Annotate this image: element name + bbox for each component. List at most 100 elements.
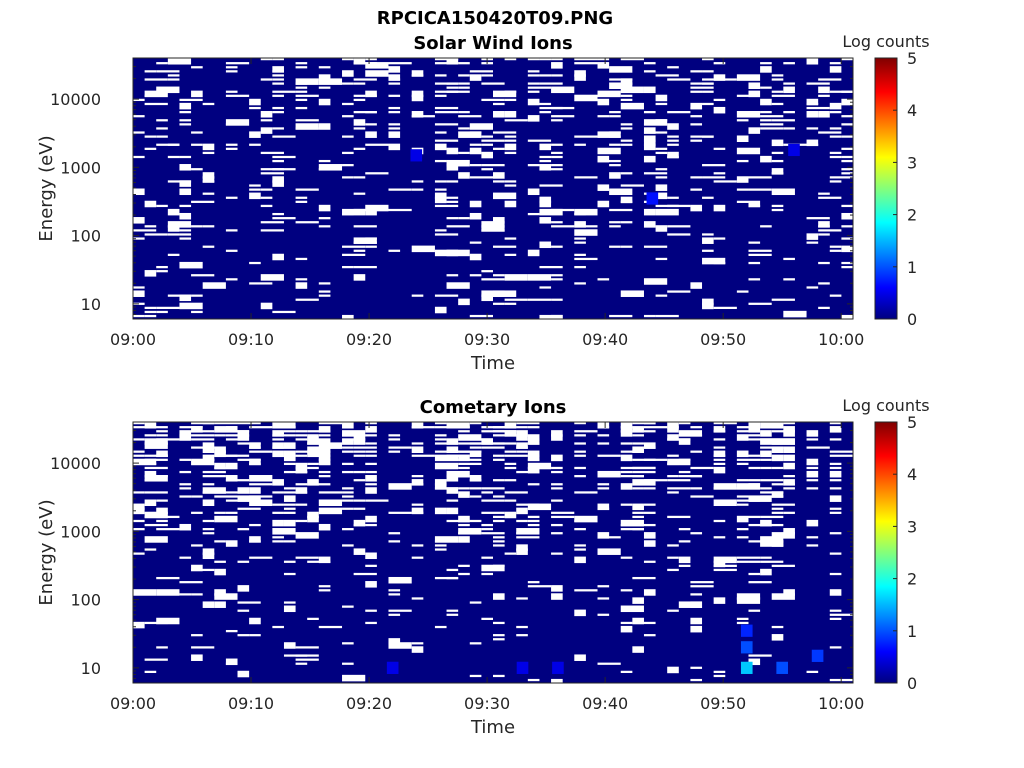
empty-bin [806,286,819,289]
empty-bin [539,241,552,249]
empty-bin [237,422,261,425]
empty-bin [260,204,273,208]
empty-bin [260,78,273,81]
empty-bin [191,90,203,98]
empty-bin [702,82,714,85]
empty-bin [760,519,772,527]
empty-bin [760,115,784,118]
plot-frame [132,421,854,684]
empty-bin [597,487,610,490]
empty-bin [237,560,250,563]
empty-bin [179,470,192,474]
empty-bin [318,450,331,453]
empty-bin [144,462,157,466]
empty-bin [516,430,528,437]
empty-bin [167,233,180,236]
empty-bin [365,426,377,433]
empty-bin [574,208,598,216]
empty-bin [609,135,621,138]
empty-bin [411,245,435,253]
empty-bin [144,442,168,449]
empty-bin [434,204,459,208]
empty-bin [609,115,621,118]
empty-bin [365,123,377,126]
empty-bin [643,511,656,514]
empty-bin [225,119,250,126]
y-tick-label: 10 [81,659,101,678]
empty-bin [446,249,470,257]
empty-bin [527,434,540,441]
empty-bin [156,310,168,314]
heatmap-cell [811,649,824,662]
empty-bin [458,74,470,77]
empty-bin [446,86,459,89]
empty-bin [272,135,296,138]
empty-bin [736,617,749,620]
empty-bin [156,135,168,138]
empty-bin [504,274,528,281]
empty-bin [597,184,610,191]
empty-bin [713,674,726,678]
empty-bin [272,442,284,449]
empty-bin [179,430,192,437]
empty-bin [806,233,819,240]
empty-bin [771,593,795,600]
empty-bin [667,139,679,142]
empty-bin [655,147,668,150]
empty-bin [469,674,482,678]
empty-bin [318,294,331,297]
empty-bin [771,422,784,429]
empty-bin [481,294,493,302]
empty-bin [446,274,459,277]
empty-bin [353,507,366,510]
empty-bin [179,434,192,441]
empty-bin [156,306,180,310]
empty-bin [133,519,145,523]
empty-bin [574,475,586,478]
empty-bin [806,519,819,527]
empty-bin [551,106,575,110]
empty-bin [551,470,563,474]
empty-bin [643,172,668,175]
empty-bin [283,572,296,576]
empty-bin [469,495,482,498]
empty-bin [643,487,656,490]
empty-bin [655,74,679,77]
empty-bin [609,111,621,114]
empty-bin [202,422,215,425]
empty-bin [493,217,505,224]
empty-bin [318,454,331,462]
empty-bin [156,528,180,531]
empty-bin [806,536,819,539]
empty-bin [342,151,354,155]
empty-bin [133,188,145,196]
empty-bin [179,188,192,196]
empty-bin [388,127,401,130]
empty-bin [295,62,308,65]
empty-bin [504,466,517,470]
empty-bin [353,450,366,453]
empty-bin [516,450,528,453]
empty-bin [446,609,459,612]
empty-bin [365,523,377,527]
x-axis-label: Time [470,717,515,738]
empty-bin [272,540,284,543]
empty-bin [365,475,377,482]
empty-bin [283,426,296,429]
empty-bin [249,523,261,527]
empty-bin [667,233,691,236]
empty-bin [179,458,192,461]
empty-bin [818,94,830,97]
x-axis-label: Time [470,353,515,374]
empty-bin [481,164,505,167]
empty-bin [655,94,668,102]
empty-bin [202,143,215,151]
empty-bin [225,629,238,633]
empty-bin [829,646,842,649]
empty-bin [829,507,842,510]
empty-bin [702,102,714,106]
empty-bin [144,523,168,527]
empty-bin [690,625,703,633]
empty-bin [353,78,377,81]
empty-bin [260,119,273,122]
